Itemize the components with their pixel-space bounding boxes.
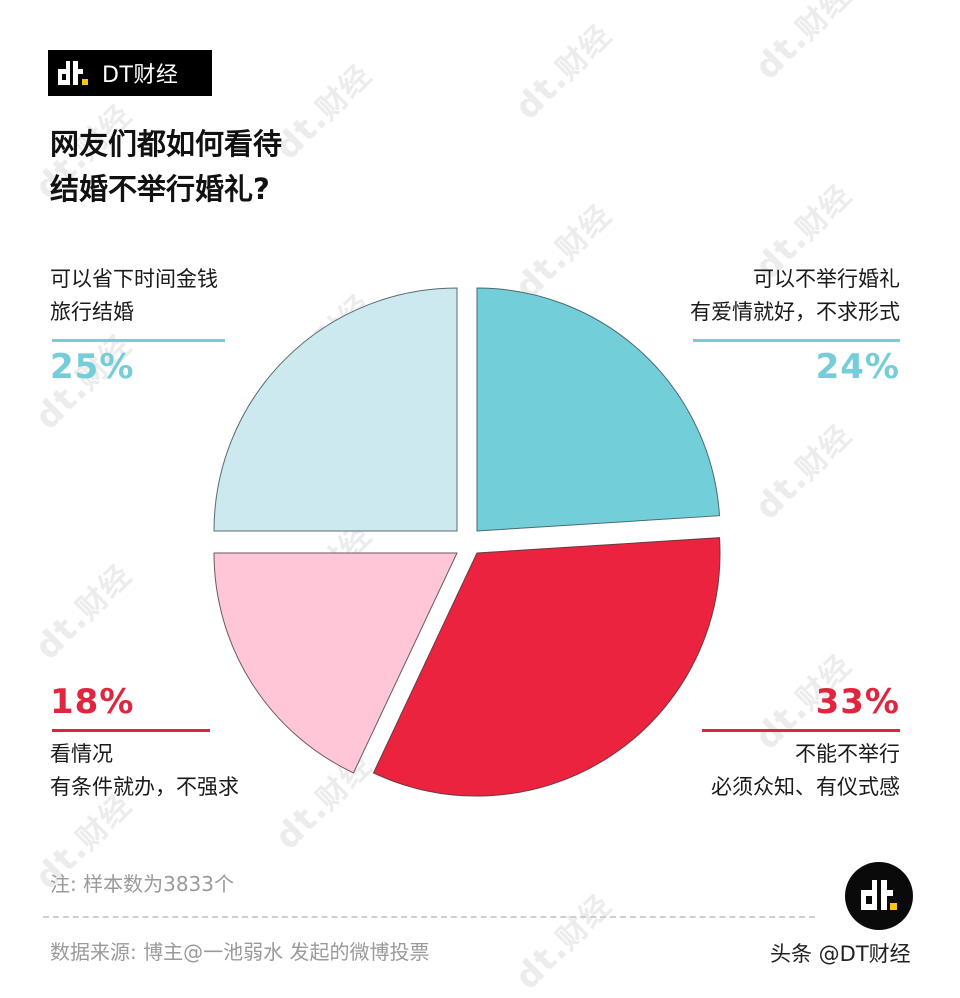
dt-logo-icon: [861, 880, 897, 910]
percent-value: 25%: [50, 347, 135, 387]
divider-line: [52, 339, 225, 342]
chart-title-line2: 结婚不举行婚礼?: [50, 172, 270, 206]
divider-line: [693, 339, 900, 342]
label-no-ceremony-travel: 可以省下时间金钱 旅行结婚: [50, 263, 218, 329]
label-must-hold: 不能不举行 必须众知、有仪式感: [711, 738, 900, 804]
pie-slice-no-ceremony-love: [476, 287, 721, 532]
chart-title: 网友们都如何看待 结婚不举行婚礼?: [50, 122, 282, 212]
dt-round-logo: [845, 862, 913, 930]
label-text: 不能不举行: [795, 742, 900, 766]
dt-logo-icon: [58, 61, 88, 85]
pie-slice-no-ceremony-travel: [213, 287, 458, 532]
label-text: 可以不举行婚礼: [753, 267, 900, 291]
divider-line: [702, 729, 900, 732]
label-text: 旅行结婚: [50, 300, 134, 324]
platform-watermark: 头条 @DT财经: [770, 942, 911, 966]
footer-divider: [43, 916, 815, 918]
data-source: 数据来源: 博主@一池弱水 发起的微博投票: [50, 940, 430, 964]
pie-slice-must-hold: [372, 537, 721, 797]
label-text: 必须众知、有仪式感: [711, 775, 900, 799]
chart-title-line1: 网友们都如何看待: [50, 127, 283, 161]
brand-badge: DT财经: [48, 50, 212, 96]
label-text: 看情况: [50, 742, 113, 766]
label-no-ceremony-love: 可以不举行婚礼 有爱情就好，不求形式: [690, 263, 900, 329]
divider-line: [52, 729, 210, 732]
label-text: 可以省下时间金钱: [50, 267, 218, 291]
label-depends: 看情况 有条件就办，不强求: [50, 738, 239, 804]
percent-value: 33%: [815, 682, 900, 722]
percent-value: 18%: [50, 682, 135, 722]
label-text: 有爱情就好，不求形式: [690, 300, 900, 324]
sample-size-note: 注: 样本数为3833个: [50, 872, 234, 896]
brand-name: DT财经: [102, 63, 179, 88]
label-text: 有条件就办，不强求: [50, 775, 239, 799]
pie-slice-depends: [213, 552, 458, 774]
percent-value: 24%: [815, 347, 900, 387]
